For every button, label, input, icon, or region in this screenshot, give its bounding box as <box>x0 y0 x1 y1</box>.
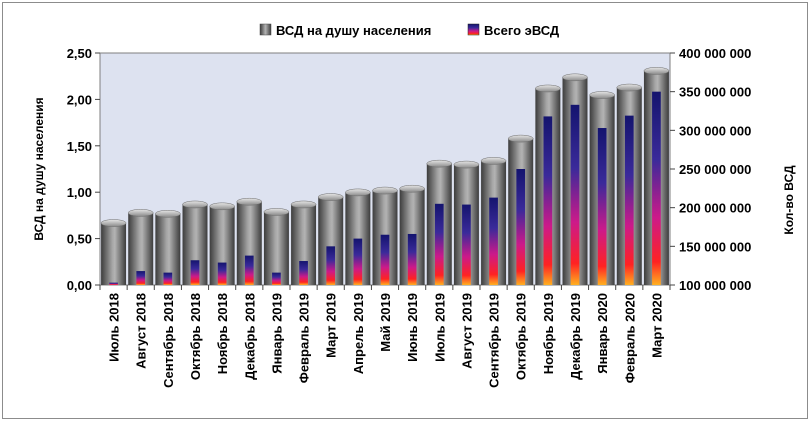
bar-total <box>244 255 254 285</box>
x-tick-label: Декабрь 2018 <box>242 293 257 380</box>
x-tick-label: Август 2018 <box>134 293 149 369</box>
bar-total <box>272 272 281 285</box>
x-tick-label: Январь 2019 <box>269 293 284 374</box>
y2-tick-label: 100 000 000 <box>679 278 751 293</box>
y2-tick-label: 300 000 000 <box>679 123 751 138</box>
x-tick-label: Сентябрь 2019 <box>487 293 502 388</box>
x-tick-label: Март 2019 <box>324 293 339 358</box>
y2-tick-label: 400 000 000 <box>679 46 751 61</box>
bar-total <box>109 282 118 285</box>
bar-total <box>489 197 498 285</box>
bar-total <box>570 104 580 286</box>
legend-label-per-capita: ВСД на душу населения <box>276 23 431 38</box>
y-tick-label: 1,50 <box>67 139 92 154</box>
x-tick-label: Февраль 2019 <box>297 293 312 383</box>
legend-swatch-grey <box>259 23 272 36</box>
chart-svg: Июль 2018 Август 2018 Сентябрь 2018 Октябрь… <box>32 23 796 388</box>
x-tick-label: Февраль 2020 <box>622 293 637 383</box>
x-tick-label: Сентябрь 2018 <box>161 293 176 388</box>
legend: ВСД на душу населения Всего эВСД <box>259 23 560 38</box>
chart-frame: Июль 2018 Август 2018 Сентябрь 2018 Октябрь… <box>2 2 808 419</box>
bar-total <box>299 261 308 285</box>
x-tick-label: Июль 2018 <box>107 293 122 362</box>
x-tick-label: Март 2020 <box>649 293 664 358</box>
bar-total <box>190 260 200 285</box>
x-tick-label: Май 2019 <box>378 293 393 352</box>
bar-total <box>624 115 634 285</box>
bar-total <box>652 91 661 286</box>
bar-total <box>163 272 173 285</box>
x-tick-label: Октябрь 2018 <box>188 293 203 380</box>
x-tick-label: Ноябрь 2018 <box>215 293 230 374</box>
x-tick-label: Декабрь 2019 <box>568 293 583 380</box>
x-tick-label: Июль 2019 <box>432 293 447 362</box>
bar-total <box>407 233 417 285</box>
y-tick-label: 1,00 <box>67 185 92 200</box>
y2-tick-label: 250 000 000 <box>679 162 751 177</box>
y2-tick-label: 200 000 000 <box>679 201 751 216</box>
x-tick-label: Июнь 2019 <box>405 293 420 362</box>
bar-total <box>516 169 526 285</box>
y2-tick-label: 350 000 000 <box>679 85 751 100</box>
bar-total <box>136 271 146 285</box>
x-tick-label: Апрель 2019 <box>351 293 366 374</box>
y-tick-label: 0,50 <box>67 232 92 247</box>
bar-total <box>380 234 390 285</box>
bar-total <box>434 203 444 285</box>
y2-axis-title: Кол-во ВСД <box>782 165 796 235</box>
bar-total <box>326 246 336 285</box>
bar-total <box>217 262 227 285</box>
y-axis-title: ВСД на душу населения <box>32 97 46 240</box>
y-tick-label: 2,00 <box>67 92 92 107</box>
x-tick-label: Ноябрь 2019 <box>541 293 556 374</box>
bar-total <box>543 116 553 285</box>
bar-total <box>597 128 607 285</box>
bar-total <box>353 238 363 285</box>
y2-tick-label: 150 000 000 <box>679 239 751 254</box>
bar-per-capita <box>100 219 127 285</box>
x-tick-label: Август 2019 <box>459 293 474 369</box>
x-tick-label: Январь 2020 <box>595 293 610 374</box>
legend-swatch-gradient <box>467 23 480 36</box>
y-tick-label: 2,50 <box>67 46 92 61</box>
x-tick-label: Октябрь 2019 <box>514 293 529 380</box>
bar-total <box>462 204 471 285</box>
legend-label-total: Всего эВСД <box>484 23 560 38</box>
y-tick-label: 0,00 <box>67 278 92 293</box>
